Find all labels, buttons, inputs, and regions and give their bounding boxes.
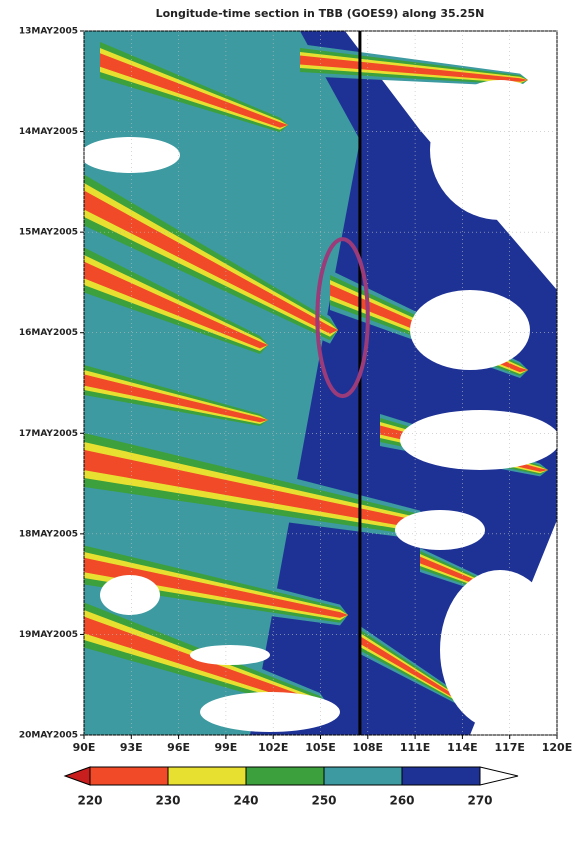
contour-field [80, 31, 570, 735]
colorbar-segment [324, 767, 402, 785]
x-tick-label: 96E [167, 741, 190, 754]
colorbar-segment [480, 767, 518, 785]
x-tick-label: 90E [73, 741, 96, 754]
field-clear [190, 645, 270, 665]
y-tick-label: 20MAY2005 [19, 731, 78, 741]
colorbar-label: 220 [77, 794, 102, 808]
field-clear [80, 137, 180, 173]
x-tick-label: 117E [494, 741, 524, 754]
x-tick-label: 111E [400, 741, 430, 754]
y-tick-label: 15MAY2005 [19, 228, 78, 238]
y-tick-label: 18MAY2005 [19, 529, 78, 539]
colorbar-segment [168, 767, 246, 785]
colorbar-label: 260 [389, 794, 414, 808]
y-tick-label: 17MAY2005 [19, 429, 78, 439]
colorbar-segment [246, 767, 324, 785]
colorbar-segment [90, 767, 168, 785]
x-tick-label: 93E [120, 741, 143, 754]
colorbar-segment [65, 767, 90, 785]
field-clear [440, 570, 560, 730]
chart-title: Longitude-time section in TBB (GOES9) al… [156, 7, 485, 20]
field-clear [200, 692, 340, 732]
colorbar-label: 230 [155, 794, 180, 808]
y-tick-label: 16MAY2005 [19, 328, 78, 338]
x-tick-label: 108E [353, 741, 383, 754]
colorbar-label: 270 [467, 794, 492, 808]
x-tick-label: 99E [214, 741, 237, 754]
colorbar-label: 250 [311, 794, 336, 808]
y-tick-label: 13MAY2005 [19, 27, 78, 37]
field-clear [410, 290, 530, 370]
x-tick-label: 102E [258, 741, 288, 754]
field-clear [430, 80, 570, 220]
colorbar-segment [402, 767, 480, 785]
x-tick-label: 120E [542, 741, 572, 754]
x-tick-label: 114E [447, 741, 477, 754]
field-clear [100, 575, 160, 615]
field-clear [395, 510, 485, 550]
y-tick-label: 19MAY2005 [19, 630, 78, 640]
field-clear [400, 410, 560, 470]
x-tick-label: 105E [305, 741, 335, 754]
chart: Longitude-time section in TBB (GOES9) al… [0, 0, 578, 841]
y-tick-label: 14MAY2005 [19, 127, 78, 137]
colorbar-label: 240 [233, 794, 258, 808]
page: {"chart_data": { "type": "contour", "tit… [0, 0, 578, 841]
